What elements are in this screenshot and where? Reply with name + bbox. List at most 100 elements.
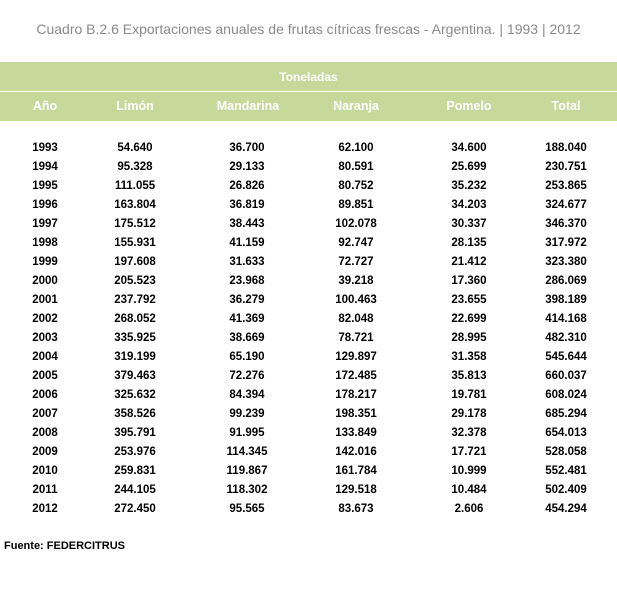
table-row: 2002 268.052 41.369 82.048 22.699 414.168 [0, 310, 617, 329]
naranja-cell: 62.100 [338, 142, 374, 154]
total-cell: 454.294 [545, 503, 587, 515]
table-row: 1996 163.804 36.819 89.851 34.203 324.677 [0, 196, 617, 215]
pomelo-cell: 21.412 [451, 256, 487, 268]
naranja-cell: 100.463 [335, 294, 377, 306]
table-row: 2010 259.831 119.867 161.784 10.999 552.481 [0, 462, 617, 481]
year-cell: 2012 [32, 503, 58, 515]
mandarina-cell: 114.345 [226, 446, 268, 458]
total-cell: 482.310 [545, 332, 587, 344]
total-cell: 286.069 [545, 275, 587, 287]
table-row: 1994 95.328 29.133 80.591 25.699 230.751 [0, 158, 617, 177]
naranja-cell: 92.747 [338, 237, 374, 249]
table-row: 2009 253.976 114.345 142.016 17.721 528.058 [0, 443, 617, 462]
pomelo-cell: 17.721 [451, 446, 487, 458]
naranja-cell: 78.721 [338, 332, 374, 344]
limon-cell: 272.450 [114, 503, 156, 515]
year-cell: 2002 [32, 313, 58, 325]
year-cell: 2005 [32, 370, 58, 382]
mandarina-cell: 36.279 [229, 294, 265, 306]
table-row: 1993 54.640 36.700 62.100 34.600 188.040 [0, 139, 617, 158]
mandarina-cell: 29.133 [229, 161, 265, 173]
mandarina-cell: 36.819 [229, 199, 265, 211]
limon-cell: 358.526 [114, 408, 156, 420]
naranja-cell: 72.727 [338, 256, 374, 268]
year-cell: 1997 [32, 218, 58, 230]
naranja-cell: 102.078 [335, 218, 377, 230]
mandarina-cell: 118.302 [226, 484, 268, 496]
year-cell: 1999 [32, 256, 58, 268]
year-cell: 1994 [32, 161, 58, 173]
table-row: 2006 325.632 84.394 178.217 19.781 608.024 [0, 386, 617, 405]
naranja-cell: 80.752 [338, 180, 374, 192]
year-cell: 1996 [32, 199, 58, 211]
mandarina-cell: 41.369 [229, 313, 265, 325]
pomelo-cell: 30.337 [451, 218, 487, 230]
table-row: 2004 319.199 65.190 129.897 31.358 545.644 [0, 348, 617, 367]
pomelo-cell: 2.606 [454, 503, 484, 515]
limon-cell: 253.976 [114, 446, 156, 458]
table-row: 2005 379.463 72.276 172.485 35.813 660.037 [0, 367, 617, 386]
table-row: 1997 175.512 38.443 102.078 30.337 346.370 [0, 215, 617, 234]
limon-cell: 379.463 [114, 370, 156, 382]
year-cell: 2010 [32, 465, 58, 477]
naranja-cell: 82.048 [338, 313, 374, 325]
pomelo-cell: 17.360 [451, 275, 487, 287]
limon-cell: 163.804 [114, 199, 156, 211]
naranja-cell: 133.849 [335, 427, 377, 439]
mandarina-cell: 38.443 [229, 218, 265, 230]
year-cell: 2004 [32, 351, 58, 363]
naranja-cell: 142.016 [335, 446, 377, 458]
limon-cell: 111.055 [114, 180, 156, 192]
table-row: 2011 244.105 118.302 129.518 10.484 502.409 [0, 481, 617, 500]
total-cell: 528.058 [545, 446, 587, 458]
limon-cell: 155.931 [114, 237, 156, 249]
year-cell: 1995 [32, 180, 58, 192]
column-header-row: Año Limón Mandarina Naranja Pomelo Total [0, 92, 617, 121]
naranja-cell: 172.485 [335, 370, 377, 382]
mandarina-cell: 84.394 [229, 389, 265, 401]
year-cell: 2000 [32, 275, 58, 287]
total-cell: 660.037 [545, 370, 587, 382]
mandarina-cell: 26.826 [229, 180, 265, 192]
total-cell: 545.644 [545, 351, 587, 363]
mandarina-cell: 23.968 [229, 275, 265, 287]
mandarina-cell: 36.700 [229, 142, 265, 154]
pomelo-cell: 34.600 [451, 142, 487, 154]
table-row: 1995 111.055 26.826 80.752 35.232 253.865 [0, 177, 617, 196]
naranja-cell: 161.784 [335, 465, 377, 477]
year-cell: 2006 [32, 389, 58, 401]
limon-cell: 197.608 [114, 256, 156, 268]
total-cell: 253.865 [545, 180, 587, 192]
column-header-limon: Limón [116, 99, 154, 113]
mandarina-cell: 38.669 [229, 332, 265, 344]
limon-cell: 54.640 [117, 142, 153, 154]
total-cell: 230.751 [545, 161, 587, 173]
year-cell: 2009 [32, 446, 58, 458]
naranja-cell: 178.217 [335, 389, 377, 401]
total-cell: 608.024 [545, 389, 587, 401]
pomelo-cell: 28.135 [451, 237, 487, 249]
pomelo-cell: 19.781 [451, 389, 487, 401]
year-cell: 1998 [32, 237, 58, 249]
naranja-cell: 80.591 [338, 161, 374, 173]
table-row: 1999 197.608 31.633 72.727 21.412 323.380 [0, 253, 617, 272]
unit-label: Toneladas [279, 69, 338, 84]
limon-cell: 259.831 [114, 465, 156, 477]
unit-header-row: Toneladas [0, 62, 617, 92]
mandarina-cell: 91.995 [229, 427, 265, 439]
table-header: Toneladas Año Limón Mandarina Naranja Po… [0, 62, 617, 121]
total-cell: 188.040 [545, 142, 587, 154]
year-cell: 2007 [32, 408, 58, 420]
naranja-cell: 89.851 [338, 199, 374, 211]
total-cell: 414.168 [545, 313, 587, 325]
limon-cell: 335.925 [114, 332, 156, 344]
table-title: Cuadro B.2.6 Exportaciones anuales de fr… [36, 21, 581, 37]
table-row: 2008 395.791 91.995 133.849 32.378 654.013 [0, 424, 617, 443]
mandarina-cell: 41.159 [229, 237, 265, 249]
naranja-cell: 83.673 [338, 503, 374, 515]
total-cell: 654.013 [545, 427, 587, 439]
year-cell: 2008 [32, 427, 58, 439]
total-cell: 398.189 [545, 294, 587, 306]
limon-cell: 175.512 [114, 218, 156, 230]
naranja-cell: 39.218 [338, 275, 374, 287]
